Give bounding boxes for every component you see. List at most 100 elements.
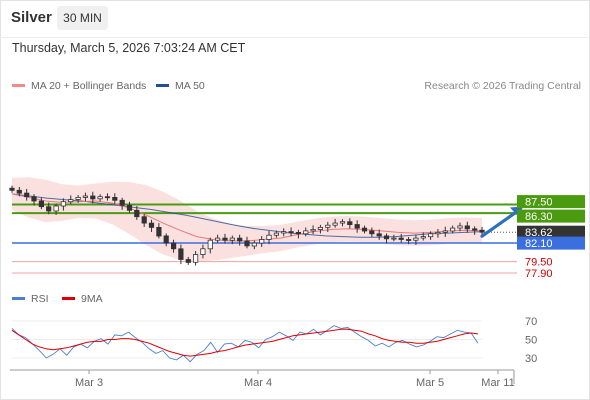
price-tag-bg [517, 225, 585, 239]
candle-up [325, 224, 331, 228]
candle-down [464, 225, 470, 230]
candle-up [420, 236, 426, 239]
price-tag-bg [517, 209, 585, 223]
candle-up [259, 239, 265, 244]
candle-down [354, 224, 360, 229]
candle-down [222, 237, 228, 241]
legend-rsi: RSI [12, 293, 49, 305]
rsi-tick-label: 50 [525, 335, 537, 347]
candle-down [288, 231, 294, 234]
candle-up [82, 195, 88, 198]
candle-down [244, 240, 250, 247]
price-tag-bg [517, 195, 585, 209]
candle-up [200, 248, 206, 255]
candle-up [229, 237, 235, 241]
price-tag-bg [517, 236, 585, 250]
candle-up [427, 233, 434, 238]
candle-up [214, 237, 221, 241]
candle-down [163, 235, 169, 244]
time-tick-label: Mar 11 [481, 377, 514, 389]
timestamp: Thursday, March 5, 2026 7:03:24 AM CET [12, 41, 246, 55]
legend-rsi-label: RSI [31, 293, 49, 305]
rsi-swatch [12, 296, 25, 300]
candle-down [295, 231, 302, 235]
candle-down [398, 237, 404, 240]
candle-down [178, 248, 184, 260]
chart-header: Silver 30 MIN [0, 0, 590, 38]
price-tag-label: 86.30 [525, 211, 553, 223]
candle-down [361, 227, 368, 232]
legend-ma50-label: MA 50 [175, 80, 205, 92]
candle-up [339, 221, 346, 224]
candle-up [435, 231, 441, 235]
time-tick-label: Mar 3 [75, 377, 103, 389]
legend-9ma-label: 9MA [81, 293, 103, 305]
header-divider [0, 37, 590, 38]
ma9-swatch [62, 296, 75, 300]
candle-up [60, 201, 67, 207]
candle-down [376, 233, 382, 237]
candle-down [185, 259, 191, 263]
time-tick-label: Mar 4 [244, 377, 272, 389]
price-tag-label: 82.10 [525, 238, 553, 250]
price-levels [12, 203, 517, 274]
candle-down [472, 228, 478, 231]
candle-up [332, 222, 338, 226]
legend-bollinger: MA 20 + Bollinger Bands [12, 80, 146, 92]
arrow-shaft [480, 209, 519, 238]
candle-down [90, 195, 96, 200]
candle-down [156, 226, 162, 237]
candle-up [310, 229, 316, 232]
timeframe-button[interactable]: 30 MIN [57, 6, 108, 30]
legend-9ma: 9MA [62, 293, 103, 305]
candle-up [449, 227, 456, 232]
rsi-tick-label: 70 [525, 316, 537, 328]
candle-down [347, 221, 353, 225]
candle-down [112, 196, 118, 201]
candle-up [303, 230, 309, 235]
research-credit: Research © 2026 Trading Central [424, 80, 581, 92]
candle-up [281, 231, 287, 234]
candle-down [383, 235, 390, 240]
candle-down [119, 199, 125, 206]
candle-up [53, 205, 59, 212]
candle-down [479, 229, 485, 233]
price-tag-label: 77.90 [525, 268, 553, 280]
candle-down [369, 230, 375, 235]
candle-up [391, 237, 397, 240]
ma50-line [11, 193, 483, 238]
candle-up [75, 196, 81, 200]
rsi-panel: 70 50 30 [11, 316, 537, 365]
candle-up [266, 234, 272, 240]
instrument-title: Silver [11, 9, 52, 26]
candle-down [38, 200, 45, 208]
candle-down [104, 196, 111, 199]
forecast-arrow [480, 206, 523, 238]
candle-down [16, 189, 22, 194]
rsi-line [11, 325, 479, 363]
rsi-ma9-line [11, 328, 479, 357]
candle-up [68, 199, 74, 203]
candlesticks [9, 185, 485, 266]
candle-down [9, 187, 15, 191]
rsi-tick-label: 30 [525, 353, 537, 365]
candle-up [97, 196, 103, 200]
candle-up [273, 232, 280, 236]
time-tick-label: Mar 5 [416, 377, 444, 389]
candle-up [413, 237, 419, 241]
time-axis: Mar 3 Mar 4 Mar 5 Mar 11 [10, 369, 515, 389]
candle-down [46, 206, 52, 212]
bollinger-bands [12, 177, 482, 263]
candle-up [207, 239, 213, 250]
bollinger-swatch [12, 83, 25, 87]
candle-down [31, 196, 37, 202]
candle-down [405, 239, 412, 241]
bollinger-band-fill [12, 177, 482, 263]
candle-down [141, 216, 147, 224]
price-tag-label: 87.50 [525, 197, 553, 209]
candle-up [317, 226, 324, 230]
candle-down [237, 237, 243, 242]
candle-up [192, 254, 199, 263]
